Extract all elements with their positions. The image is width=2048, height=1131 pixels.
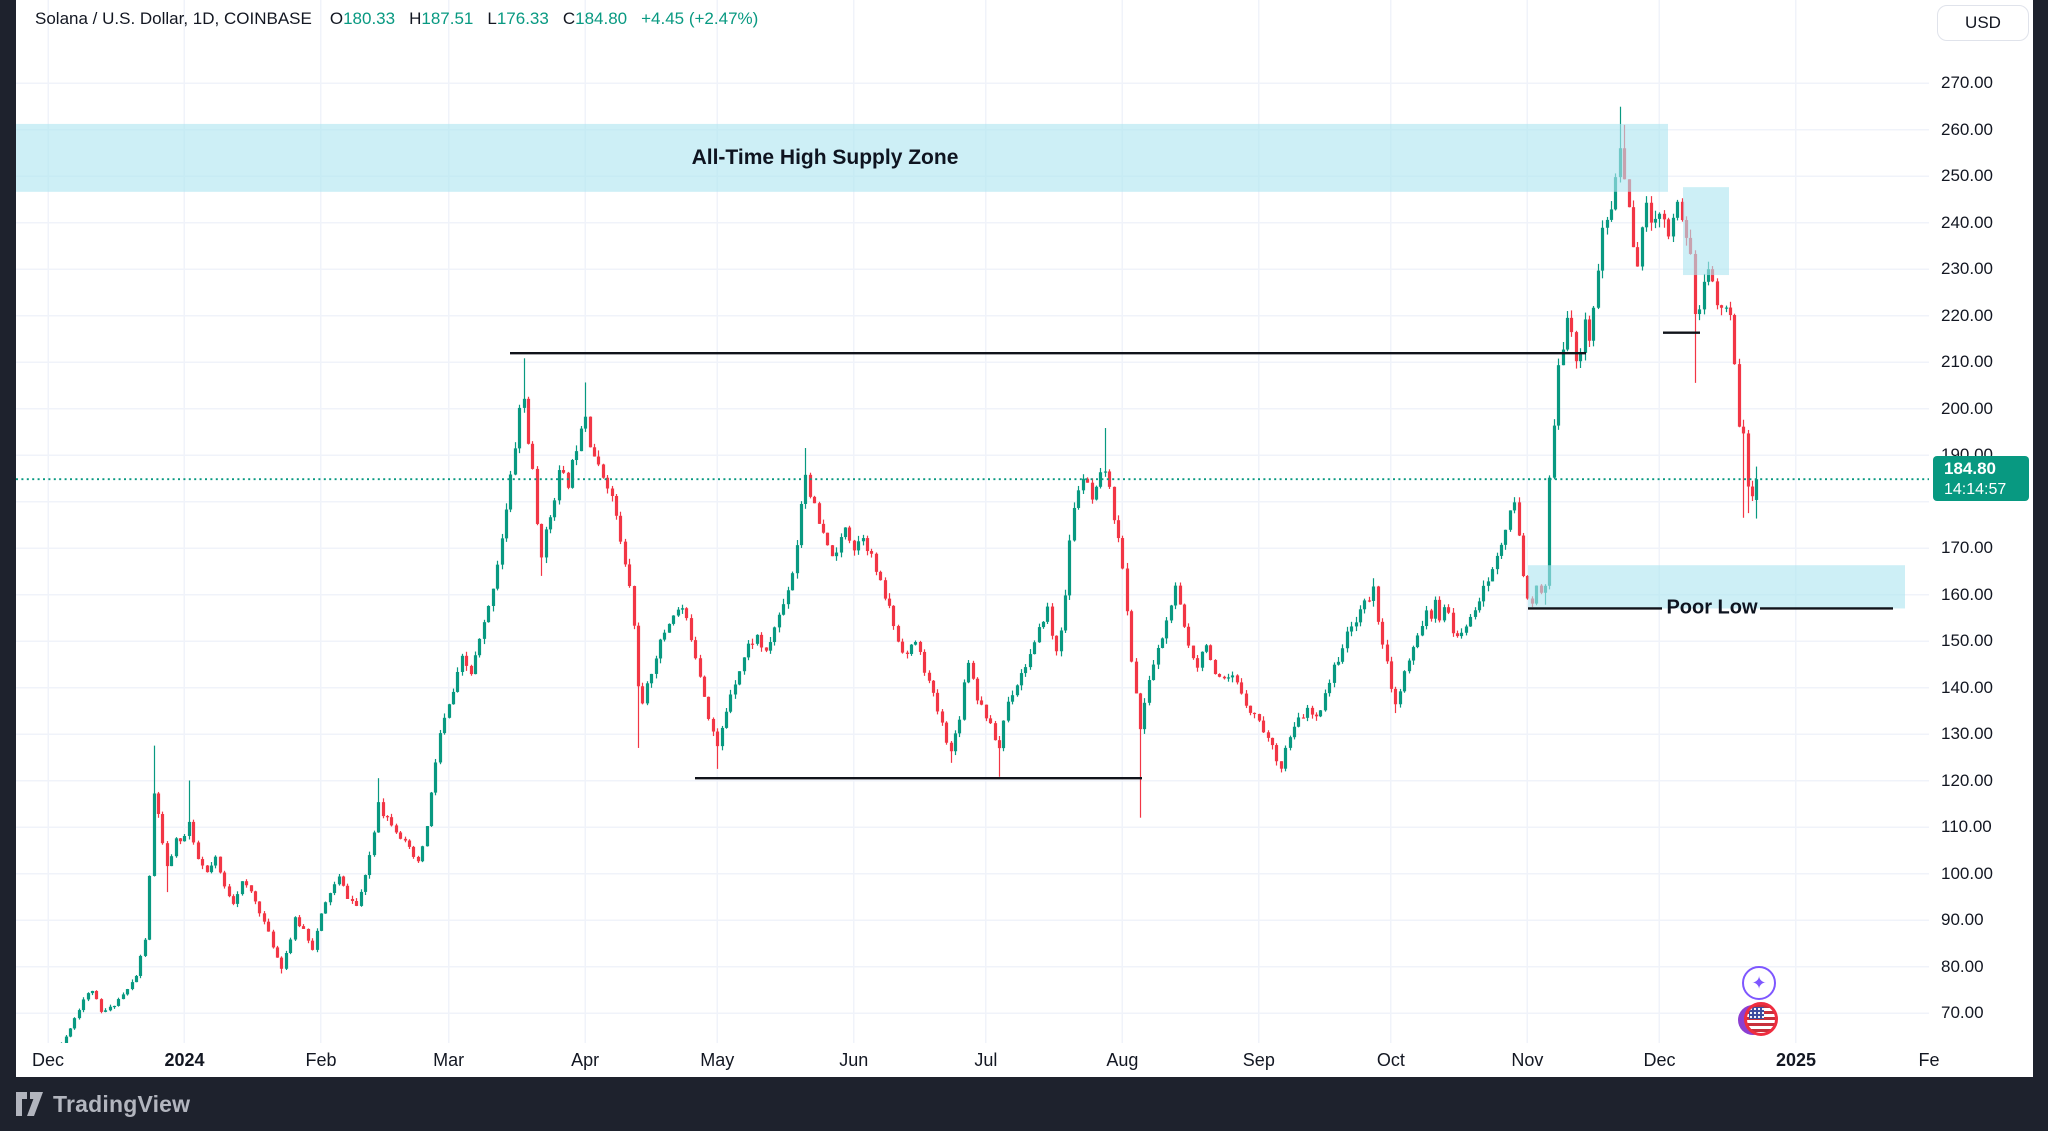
price-axis-label: 140.00 bbox=[1941, 677, 1993, 697]
time-axis-label: Nov bbox=[1511, 1050, 1544, 1070]
ohlc-close: C184.80 bbox=[562, 9, 628, 28]
tradingview-logo[interactable]: TradingView bbox=[14, 1091, 190, 1118]
window-chrome-left bbox=[0, 0, 16, 1131]
time-axis-label: Mar bbox=[433, 1050, 465, 1070]
price-axis-label: 130.00 bbox=[1941, 724, 1993, 743]
window-chrome-right bbox=[2033, 0, 2048, 1131]
price-axis-label: 220.00 bbox=[1941, 305, 1993, 325]
price-axis-label: 200.00 bbox=[1941, 398, 1993, 418]
price-axis-label: 260.00 bbox=[1941, 119, 1993, 139]
time-axis-label: Dec bbox=[1643, 1050, 1676, 1070]
bar-close-countdown: 14:14:57 bbox=[1944, 481, 2007, 498]
price-axis-label: 110.00 bbox=[1941, 817, 1992, 836]
time-axis-label: Jun bbox=[839, 1050, 869, 1070]
annotation-poor-low: Poor Low bbox=[1666, 596, 1758, 619]
price-axis-label: 210.00 bbox=[1941, 352, 1993, 371]
price-axis-label: 270.00 bbox=[1941, 73, 1993, 92]
sparkle-icon: ✦ bbox=[1751, 972, 1767, 993]
time-axis[interactable]: Dec 2024 Feb Mar Apr May Jun Jul Aug Sep Oct Nov Dec… bbox=[16, 1043, 2033, 1077]
time-axis-label: Oct bbox=[1376, 1050, 1405, 1070]
symbol-header: Solana / U.S. Dollar, 1D, COINBASE O180.… bbox=[35, 9, 758, 29]
ohlc-low: L176.33 bbox=[487, 9, 549, 28]
supply-zone-rect[interactable] bbox=[16, 123, 1668, 192]
usd-flag-float-button[interactable] bbox=[1738, 1002, 1778, 1038]
price-axis-label: 170.00 bbox=[1941, 538, 1993, 557]
current-price: 184.80 bbox=[1944, 459, 1996, 478]
price-axis-label: 100.00 bbox=[1941, 863, 1993, 883]
flag-canton bbox=[1749, 1007, 1764, 1019]
supply-zone-rect[interactable] bbox=[1528, 565, 1905, 609]
tradingview-logo-text: TradingView bbox=[53, 1090, 191, 1117]
price-axis-label: 150.00 bbox=[1941, 631, 1993, 650]
price-axis-label: 230.00 bbox=[1941, 259, 1993, 278]
tradingview-logo-icon bbox=[15, 1092, 43, 1116]
time-axis-label: Feb bbox=[305, 1050, 337, 1070]
price-axis-label: 120.00 bbox=[1941, 770, 1993, 790]
price-axis-label: 250.00 bbox=[1941, 166, 1993, 185]
time-axis-label: 2024 bbox=[164, 1050, 205, 1070]
price-change: +4.45 (+2.47%) bbox=[641, 9, 759, 28]
time-axis-label: Apr bbox=[571, 1050, 600, 1070]
price-axis-label: 70.00 bbox=[1941, 1003, 1984, 1022]
us-flag-icon bbox=[1744, 1002, 1778, 1036]
time-axis-label: Sep bbox=[1242, 1050, 1275, 1070]
currency-unit-button[interactable]: USD bbox=[1937, 5, 2029, 41]
sparkle-float-button[interactable]: ✦ bbox=[1742, 966, 1776, 1000]
time-axis-label: May bbox=[700, 1050, 735, 1070]
price-axis[interactable]: 184.80 14:14:57 270.00 260.00 250.00 240.00… bbox=[1929, 0, 2033, 1077]
ohlc-open: O180.33 bbox=[329, 9, 396, 28]
price-axis-label: 160.00 bbox=[1941, 584, 1993, 604]
symbol-title: Solana / U.S. Dollar, 1D, COINBASE bbox=[35, 9, 312, 28]
time-axis-label: Aug bbox=[1106, 1050, 1139, 1070]
price-axis-label: 80.00 bbox=[1941, 956, 1984, 976]
time-axis-label: 2025 bbox=[1775, 1050, 1817, 1070]
bottom-toolbar: TradingView bbox=[0, 1077, 2048, 1131]
supply-zone-rect[interactable] bbox=[1683, 187, 1729, 276]
time-axis-label: Jul bbox=[974, 1050, 998, 1070]
ohlc-high: H187.51 bbox=[409, 9, 474, 28]
time-axis-label: Dec bbox=[31, 1050, 65, 1070]
time-axis-label: Fe bbox=[1918, 1050, 1940, 1070]
price-axis-label: 90.00 bbox=[1941, 910, 1984, 929]
current-price-badge: 184.80 14:14:57 bbox=[1933, 456, 2029, 501]
annotation-ath-supply-zone: All-Time High Supply Zone bbox=[691, 146, 959, 169]
price-axis-label: 240.00 bbox=[1941, 212, 1993, 232]
